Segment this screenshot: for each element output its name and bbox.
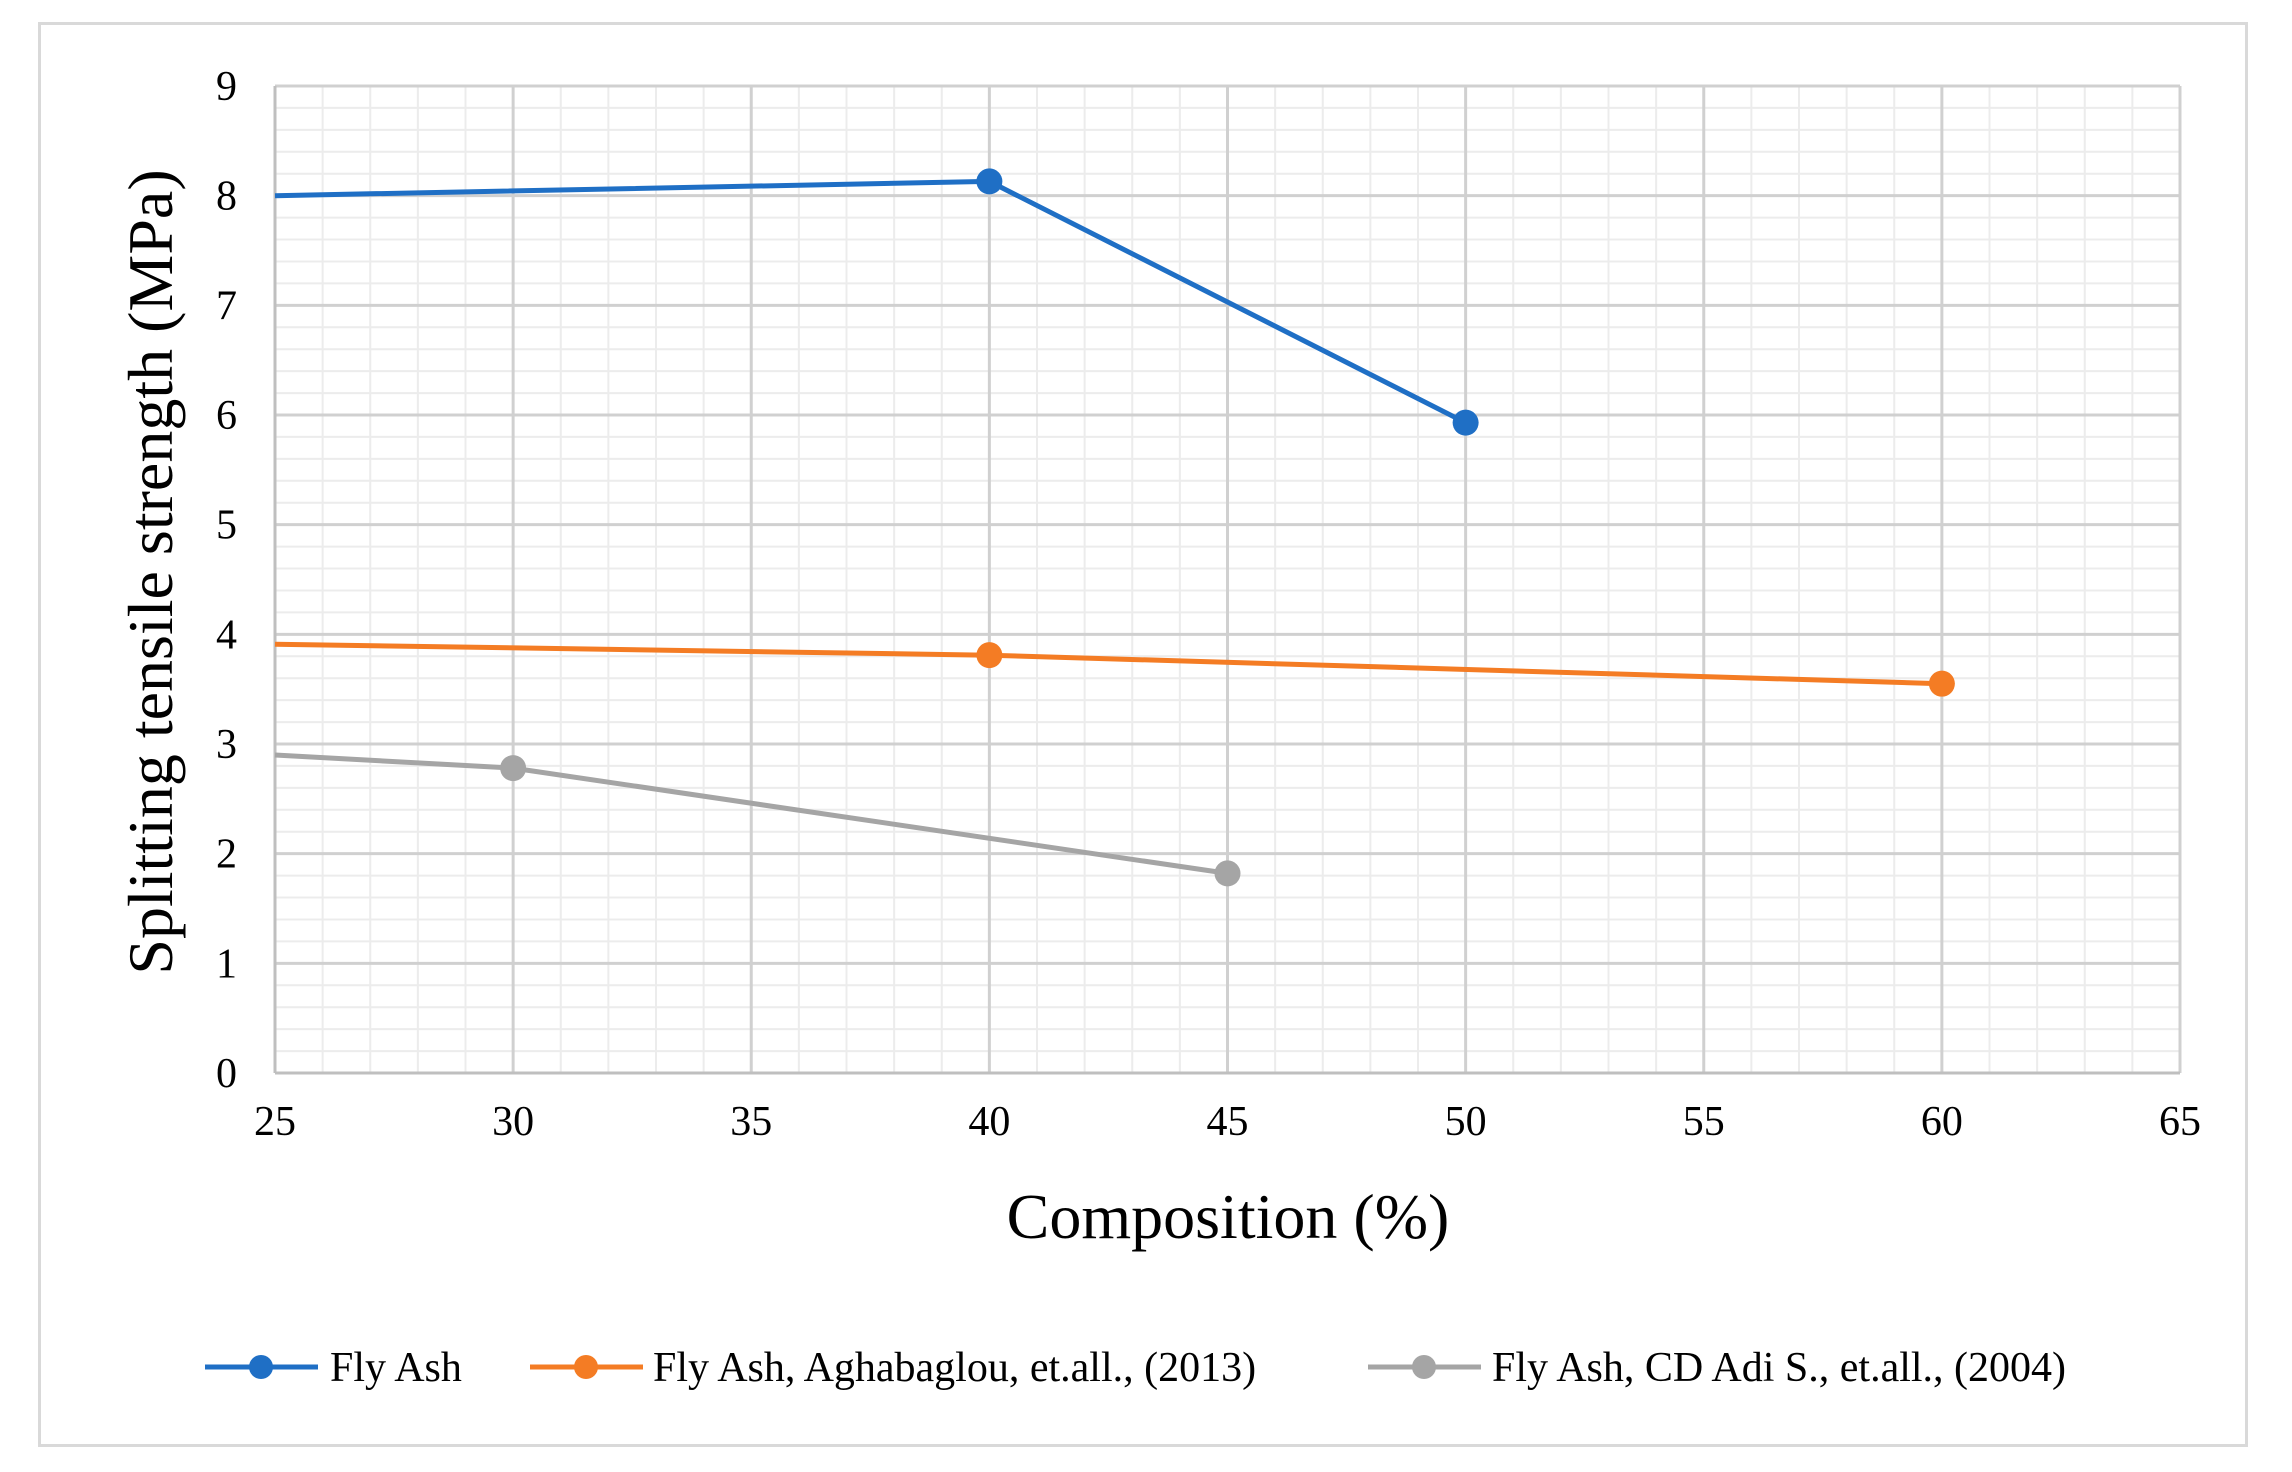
y-axis-title: Splitting tensile strength (MPa) [115,169,186,974]
series-3 [274,752,1241,887]
major-gridlines [273,84,2182,1075]
data-point [1214,860,1241,887]
legend-marker [1412,1355,1436,1379]
x-tick-label: 45 [1207,1099,1249,1145]
x-tick-label: 60 [1921,1099,1963,1145]
x-tick-label: 35 [730,1099,772,1145]
legend-item-3: Fly Ash, CD Adi S., et.all., (2004) [1368,1345,2066,1391]
x-tick-label: 25 [254,1099,296,1145]
legend-item-2: Fly Ash, Aghabaglou, et.all., (2013) [530,1345,1256,1391]
legend-label: Fly Ash [330,1345,462,1391]
x-tick-label: 65 [2159,1099,2201,1145]
y-tick-label: 6 [216,393,237,439]
y-tick-label: 1 [216,941,237,987]
x-tick-label: 30 [492,1099,534,1145]
data-point [500,755,527,782]
y-tick-label: 0 [216,1051,237,1097]
legend-label: Fly Ash, Aghabaglou, et.all., (2013) [653,1345,1256,1391]
x-tick-label: 40 [968,1099,1010,1145]
legend-marker [574,1355,598,1379]
legend-item-1: Fly Ash [205,1345,462,1391]
series-layer [274,168,1955,887]
x-tick-label: 55 [1683,1099,1725,1145]
x-tick-label: 50 [1445,1099,1487,1145]
y-tick-label: 8 [216,174,237,220]
y-tick-labels: 0 1 2 3 4 5 6 7 8 9 [216,64,237,1097]
y-tick-label: 5 [216,503,237,549]
legend-label: Fly Ash, CD Adi S., et.all., (2004) [1492,1345,2066,1391]
series-1 [274,168,1479,436]
data-point [976,642,1003,669]
x-tick-labels: 25 30 35 40 45 50 55 60 65 [254,1099,2201,1145]
data-point [1452,409,1479,436]
axes [273,86,2180,1075]
x-axis-title: Composition (%) [1007,1181,1450,1252]
y-tick-label: 2 [216,832,237,878]
series-2 [274,641,1955,697]
data-point [976,168,1003,195]
y-tick-label: 3 [216,722,237,768]
data-point [1928,670,1955,697]
y-tick-label: 4 [216,612,237,658]
y-tick-label: 9 [216,64,237,110]
y-tick-label: 7 [216,283,237,329]
legend: Fly Ash Fly Ash, Aghabaglou, et.all., (20… [205,1345,2066,1391]
legend-marker [249,1355,273,1379]
